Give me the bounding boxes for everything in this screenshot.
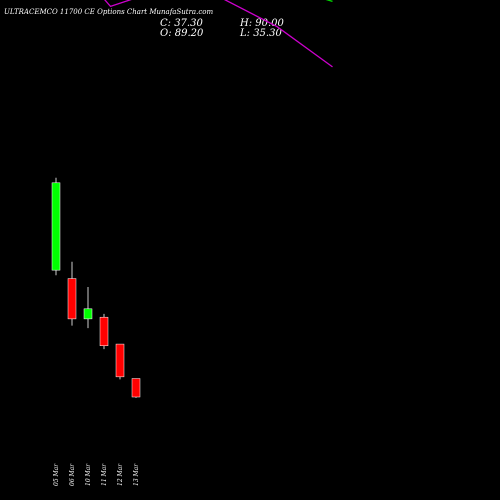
low-value: L: 35.30	[240, 28, 282, 39]
candle-body	[83, 308, 93, 320]
candle-12-mar	[115, 343, 125, 380]
candle-13-mar	[131, 378, 141, 398]
candle-body	[99, 316, 109, 347]
candle-body	[51, 182, 61, 271]
chart-title: ULTRACEMCO 11700 CE Options Chart Munafa…	[4, 8, 214, 16]
upper-band-line	[325, 0, 333, 3]
high-value: H: 90.00	[240, 18, 284, 29]
candle-10-mar	[83, 286, 93, 329]
x-tick-label: 13 Mar	[133, 463, 140, 486]
candle-body	[115, 343, 125, 378]
candle-11-mar	[99, 313, 109, 350]
x-tick-label: 12 Mar	[117, 463, 124, 486]
close-value: C: 37.30	[160, 18, 203, 29]
x-tick-label: 10 Mar	[85, 463, 92, 486]
lower-band-line	[104, 0, 333, 68]
candle-body	[131, 378, 141, 398]
candle-body	[67, 278, 77, 320]
x-tick-label: 05 Mar	[53, 463, 60, 486]
candle-05-mar	[51, 177, 61, 276]
open-value: O: 89.20	[160, 28, 204, 39]
candle-06-mar	[67, 261, 77, 326]
x-tick-label: 11 Mar	[101, 463, 108, 486]
x-tick-label: 06 Mar	[69, 463, 76, 486]
